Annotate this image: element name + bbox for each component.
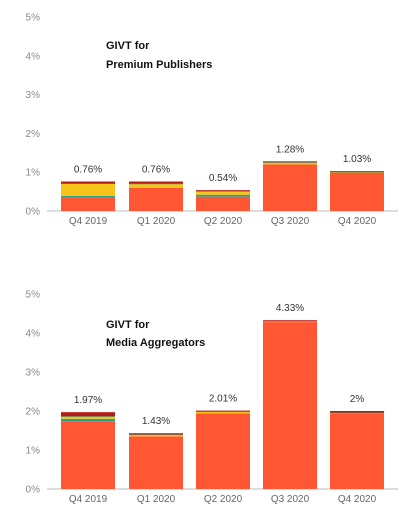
bar-segment (330, 412, 384, 414)
total-label: 0.54% (209, 173, 237, 184)
chart-title-line: GIVT for (106, 40, 150, 52)
total-label: 4.33% (276, 303, 304, 314)
bar-segment (61, 197, 115, 211)
bar-segment (61, 181, 115, 184)
bar-segment (263, 162, 317, 165)
total-label: 2% (350, 394, 365, 405)
bar-segment (330, 172, 384, 211)
bar-segment (129, 434, 183, 435)
bar-segment (330, 412, 384, 414)
category-label: Q3 2020 (271, 216, 310, 227)
bar-segment (61, 416, 115, 419)
bar-segment (330, 172, 384, 173)
y-tick-label: 2% (26, 407, 41, 418)
category-label: Q2 2020 (204, 216, 243, 227)
y-tick-label: 5% (26, 290, 41, 301)
chart-title-line: Premium Publishers (106, 59, 212, 71)
y-tick-label: 4% (26, 329, 41, 340)
bar-segment (263, 164, 317, 211)
bar-segment (263, 161, 317, 163)
total-label: 2.01% (209, 394, 237, 405)
bar-segment (129, 433, 183, 435)
bar-segment (61, 418, 115, 422)
chart-title-line: GIVT for (106, 319, 150, 331)
category-label: Q1 2020 (137, 216, 176, 227)
category-label: Q4 2019 (69, 494, 108, 505)
bar-segment (263, 320, 317, 322)
bar-segment (196, 191, 250, 195)
y-tick-label: 3% (26, 90, 41, 101)
bar-segment (61, 412, 115, 417)
bar-segment (196, 413, 250, 489)
bar-segment (61, 421, 115, 489)
bar-segment (263, 322, 317, 489)
category-label: Q3 2020 (271, 494, 310, 505)
y-tick-label: 4% (26, 51, 41, 62)
bar-segment (129, 436, 183, 489)
total-label: 0.76% (74, 165, 102, 176)
bar-segment (129, 183, 183, 185)
bar-segment (61, 195, 115, 198)
y-tick-label: 0% (26, 207, 41, 218)
bar-segment (196, 190, 250, 191)
y-tick-label: 5% (26, 13, 41, 24)
bar-segment (129, 184, 183, 188)
total-label: 1.43% (142, 416, 170, 427)
total-label: 0.76% (142, 165, 170, 176)
bar-segment (61, 416, 115, 417)
category-label: Q4 2019 (69, 216, 108, 227)
bar-segment (263, 162, 317, 163)
y-tick-label: 3% (26, 368, 41, 379)
total-label: 1.28% (276, 144, 304, 155)
category-label: Q4 2020 (338, 494, 377, 505)
chart-title-line: Media Aggregators (106, 337, 205, 349)
total-label: 1.03% (343, 154, 371, 165)
bar-segment (196, 411, 250, 414)
bar-segment (330, 171, 384, 173)
category-label: Q1 2020 (137, 494, 176, 505)
y-tick-label: 1% (26, 168, 41, 179)
y-tick-label: 1% (26, 446, 41, 457)
category-label: Q4 2020 (338, 216, 377, 227)
bar-segment (129, 434, 183, 437)
bar-segment (330, 411, 384, 413)
bar-segment (196, 196, 250, 211)
bar-segment (263, 321, 317, 323)
y-tick-label: 2% (26, 129, 41, 140)
bar-segment (263, 320, 317, 321)
bar-segment (330, 413, 384, 489)
total-label: 1.97% (74, 395, 102, 406)
bar-segment (129, 181, 183, 184)
bar-segment (196, 410, 250, 412)
bar-segment (61, 183, 115, 196)
bar-segment (196, 194, 250, 197)
y-tick-label: 0% (26, 485, 41, 496)
bar-segment (196, 190, 250, 192)
bar-segment (330, 171, 384, 172)
category-label: Q2 2020 (204, 494, 243, 505)
bar-segment (129, 187, 183, 211)
bar-segment (196, 411, 250, 412)
